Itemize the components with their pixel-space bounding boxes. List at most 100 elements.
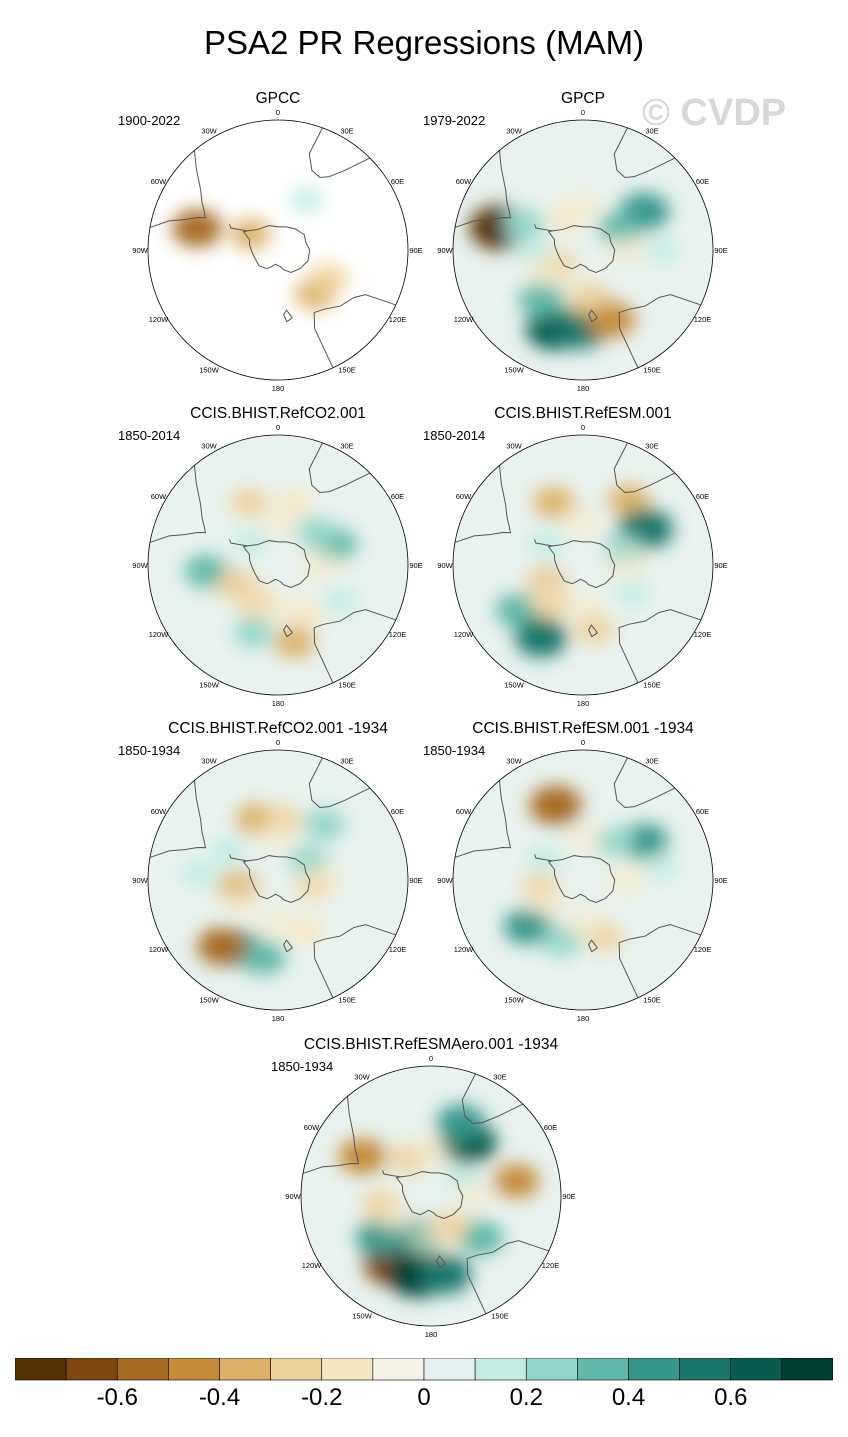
coastline-antarctica xyxy=(242,540,311,589)
lon-label: 90E xyxy=(409,561,422,570)
lon-label: 0 xyxy=(276,423,280,432)
lon-label: 0 xyxy=(276,108,280,117)
anomaly-patch xyxy=(256,820,300,853)
coastline-australia xyxy=(313,609,396,684)
colorbar-bin xyxy=(781,1358,833,1381)
panel-title: GPCC xyxy=(255,90,301,107)
lon-label: 120E xyxy=(694,945,712,954)
coastline-nz xyxy=(588,309,598,323)
coastline-peninsula xyxy=(534,539,553,547)
lon-label: 60W xyxy=(456,807,472,816)
lon-label: 120W xyxy=(454,945,475,954)
lon-label: 60E xyxy=(544,1123,557,1132)
map-background xyxy=(148,435,408,695)
lon-label: 150W xyxy=(199,681,220,690)
lon-label: 60W xyxy=(151,807,167,816)
polar-map: 0 30E 60E 90E 120E 150E 180 150W 120W 90W 60W 30W xyxy=(132,738,422,1023)
lon-label: 30E xyxy=(645,441,658,450)
anomaly-patch xyxy=(273,627,316,659)
map-background xyxy=(148,120,408,380)
coastline-antarctica xyxy=(395,1171,464,1220)
coastline-africa xyxy=(461,1073,524,1124)
panel-title: CCIS.BHIST.RefCO2.001 -1934 xyxy=(168,720,388,737)
lon-label: 120W xyxy=(454,630,475,639)
anomaly-patch xyxy=(338,1138,387,1175)
map-background xyxy=(453,120,713,380)
lon-label: 30W xyxy=(201,441,217,450)
map-border xyxy=(452,749,714,1011)
lon-label: 30E xyxy=(340,441,353,450)
anomaly-patch xyxy=(299,549,344,581)
lon-label: 90E xyxy=(714,876,727,885)
map-border xyxy=(452,434,714,696)
anomaly-patch xyxy=(303,809,346,841)
coastline-africa xyxy=(613,127,676,178)
lon-label: 90W xyxy=(132,876,148,885)
coastline-australia xyxy=(618,924,701,999)
lon-label: 30W xyxy=(506,126,522,135)
colorbar-bin xyxy=(270,1358,323,1381)
polar-map: 0 30E 60E 90E 120E 150E 180 150W 120W 90W 60W 30W xyxy=(437,738,727,1023)
coastline-australia xyxy=(618,609,701,684)
anomaly-patch xyxy=(604,234,649,266)
coastline-peninsula xyxy=(534,854,553,862)
lon-label: 60E xyxy=(696,492,709,501)
anomaly-patch xyxy=(595,826,635,856)
lon-label: 150W xyxy=(352,1312,373,1321)
anomaly-patch xyxy=(436,1104,485,1141)
colorbar-bin xyxy=(321,1358,374,1381)
lon-label: 0 xyxy=(581,108,585,117)
lon-label: 90E xyxy=(714,561,727,570)
coastline-samerica xyxy=(454,780,512,858)
panel-period: 1850-1934 xyxy=(271,1059,334,1074)
coastline-antarctica xyxy=(242,225,311,274)
panel-title: CCIS.BHIST.RefCO2.001 xyxy=(190,405,366,422)
colorbar-bin xyxy=(679,1358,732,1381)
map-border xyxy=(452,119,714,381)
lon-label: 180 xyxy=(577,699,590,708)
anomaly-patch xyxy=(297,517,337,548)
anomaly-patch xyxy=(533,486,575,518)
lon-label: 90W xyxy=(132,246,148,255)
anomaly-patch xyxy=(256,907,300,940)
map-border xyxy=(147,434,409,696)
lon-label: 90W xyxy=(437,561,453,570)
lon-label: 90W xyxy=(437,246,453,255)
anomaly-patch xyxy=(523,570,568,603)
lon-label: 120W xyxy=(149,630,170,639)
coastline-nz xyxy=(588,624,598,638)
lon-label: 60E xyxy=(391,807,404,816)
coastline-australia xyxy=(313,924,396,999)
anomaly-patch xyxy=(452,1180,497,1212)
polar-map: 0 30E 60E 90E 120E 150E 180 150W 120W 90W 60W 30W xyxy=(132,423,422,708)
coastline-africa xyxy=(308,757,371,808)
colorbar-bin xyxy=(474,1358,527,1381)
lon-label: 180 xyxy=(272,699,285,708)
lon-label: 60W xyxy=(151,492,167,501)
lon-label: 180 xyxy=(577,1014,590,1023)
page-title: PSA2 PR Regressions (MAM) xyxy=(203,24,645,61)
map-border xyxy=(147,119,409,381)
anomaly-patch xyxy=(615,580,651,607)
lon-label: 30E xyxy=(645,756,658,765)
lon-label: 150W xyxy=(199,366,220,375)
colorbar-bin xyxy=(628,1358,680,1381)
lon-label: 150W xyxy=(504,996,525,1005)
map-panel: GPCP 1979-2022 0 30E 60E 90E 120E 150E 180 150W 12… xyxy=(423,90,733,393)
anomaly-patch xyxy=(290,187,324,213)
coastline-australia xyxy=(466,1240,549,1315)
panel-period: 1850-2014 xyxy=(118,428,181,443)
anomaly-patch xyxy=(561,277,605,310)
anomaly-patch xyxy=(523,255,568,288)
lon-label: 180 xyxy=(272,1014,285,1023)
lon-label: 60E xyxy=(391,177,404,186)
lon-label: 150E xyxy=(643,681,661,690)
lon-label: 120E xyxy=(389,630,407,639)
lon-label: 60E xyxy=(391,492,404,501)
anomaly-patch xyxy=(256,592,300,625)
lon-label: 0 xyxy=(581,423,585,432)
anomaly-patch xyxy=(418,1254,471,1294)
lon-label: 60E xyxy=(696,807,709,816)
lon-label: 150E xyxy=(338,366,356,375)
lon-label: 90W xyxy=(437,876,453,885)
